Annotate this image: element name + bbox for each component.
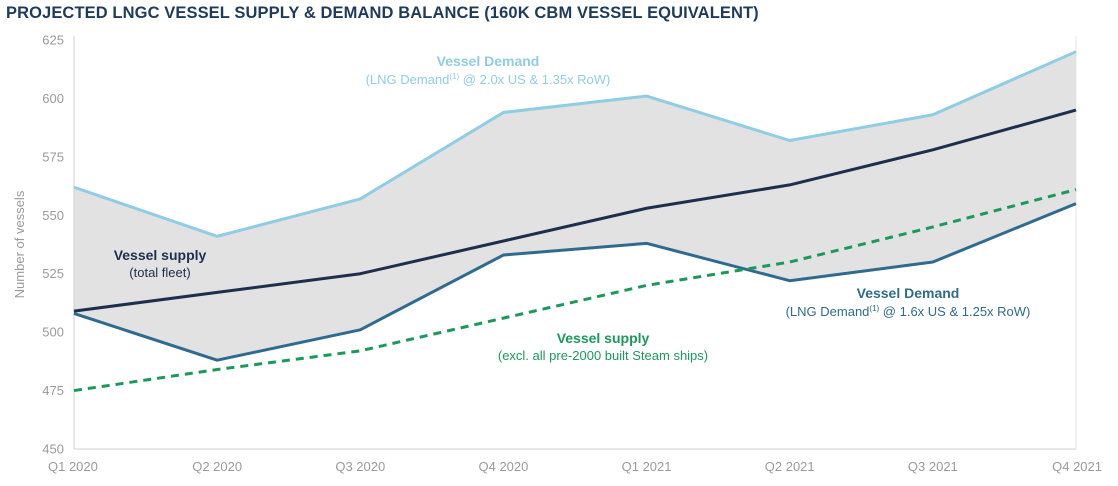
x-tick-label: Q3 2020 bbox=[335, 459, 385, 474]
series-line-supply-excl-steam bbox=[73, 188, 1077, 393]
x-tick-label: Q2 2020 bbox=[192, 459, 242, 474]
demand-low-label: Vessel Demand bbox=[857, 285, 960, 301]
y-axis-label: Number of vessels bbox=[12, 190, 27, 298]
y-tick-label: 625 bbox=[42, 33, 64, 48]
x-tick-label: Q1 2020 bbox=[48, 459, 98, 474]
y-tick-label: 450 bbox=[42, 442, 64, 457]
supply-excl-sublabel: (excl. all pre-2000 built Steam ships) bbox=[498, 348, 708, 363]
demand-high-label: Vessel Demand bbox=[437, 53, 540, 69]
series-line-demand-low bbox=[73, 202, 1077, 362]
demand-range-band bbox=[74, 51, 1076, 361]
y-tick-label: 475 bbox=[42, 383, 64, 398]
y-tick-label: 575 bbox=[42, 149, 64, 164]
supply-total-label: Vessel supply bbox=[114, 247, 207, 263]
x-tick-label: Q4 2021 bbox=[1052, 459, 1102, 474]
x-tick-label: Q4 2020 bbox=[478, 459, 528, 474]
y-tick-label: 550 bbox=[42, 208, 64, 223]
series-line-supply-total bbox=[73, 108, 1077, 313]
y-tick-label: 525 bbox=[42, 266, 64, 281]
x-tick-label: Q3 2021 bbox=[908, 459, 958, 474]
y-tick-label: 600 bbox=[42, 91, 64, 106]
demand-high-sublabel: (LNG Demand(1) @ 2.0x US & 1.35x RoW) bbox=[366, 72, 611, 87]
x-tick-label: Q2 2021 bbox=[765, 459, 815, 474]
chart-title: PROJECTED LNGC VESSEL SUPPLY & DEMAND BA… bbox=[6, 4, 759, 22]
x-tick-label: Q1 2021 bbox=[622, 459, 672, 474]
series-line-demand-high bbox=[73, 50, 1077, 238]
supply-total-sublabel: (total fleet) bbox=[129, 265, 190, 280]
y-tick-label: 500 bbox=[42, 325, 64, 340]
supply-excl-label: Vessel supply bbox=[557, 330, 650, 346]
demand-low-sublabel: (LNG Demand(1) @ 1.6x US & 1.25x RoW) bbox=[786, 304, 1031, 319]
